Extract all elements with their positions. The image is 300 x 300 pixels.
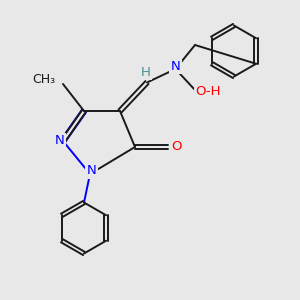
- Text: H: H: [141, 65, 150, 79]
- Text: N: N: [55, 134, 64, 148]
- Text: O-H: O-H: [196, 85, 221, 98]
- Text: N: N: [87, 164, 96, 178]
- Text: N: N: [171, 59, 180, 73]
- Text: CH₃: CH₃: [32, 73, 56, 86]
- Text: O: O: [172, 140, 182, 154]
